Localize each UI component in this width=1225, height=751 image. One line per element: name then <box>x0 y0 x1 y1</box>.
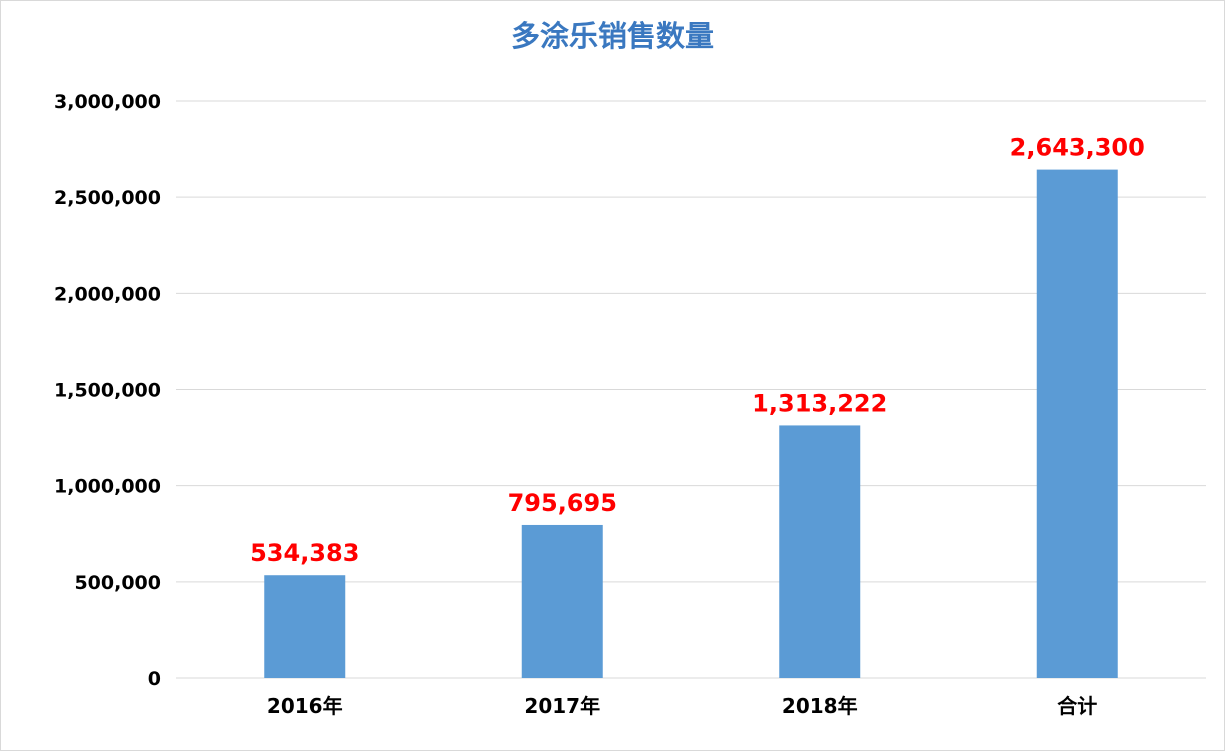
bar <box>264 575 346 678</box>
y-tick-label: 1,000,000 <box>54 476 161 498</box>
chart-title: 多涂乐销售数量 <box>510 19 714 53</box>
data-label: 1,313,222 <box>752 389 887 417</box>
y-tick-label: 2,000,000 <box>54 283 161 305</box>
gridlines <box>176 100 1206 679</box>
x-tick-label: 2016年 <box>267 694 343 718</box>
data-label: 2,643,300 <box>1010 134 1145 162</box>
bar <box>1036 169 1118 679</box>
bars <box>264 169 1118 679</box>
y-tick-label: 3,000,000 <box>54 91 161 113</box>
y-tick-label: 2,500,000 <box>54 187 161 209</box>
data-labels: 534,383 795,695 1,313,222 2,643,300 <box>250 134 1145 568</box>
bar <box>779 425 861 678</box>
x-tick-label: 2018年 <box>782 694 858 718</box>
data-label: 795,695 <box>508 489 617 517</box>
x-axis-ticks: 2016年 2017年 2018年 合计 <box>267 694 1097 718</box>
y-tick-label: 500,000 <box>74 572 161 594</box>
x-tick-label: 合计 <box>1057 694 1097 718</box>
y-tick-label: 0 <box>148 668 161 690</box>
x-tick-label: 2017年 <box>524 694 600 718</box>
y-tick-label: 1,500,000 <box>54 380 161 402</box>
bar <box>521 524 603 678</box>
data-label: 534,383 <box>250 539 359 567</box>
y-axis-ticks: 0 500,000 1,000,000 1,500,000 2,000,000 2,500… <box>54 91 161 690</box>
